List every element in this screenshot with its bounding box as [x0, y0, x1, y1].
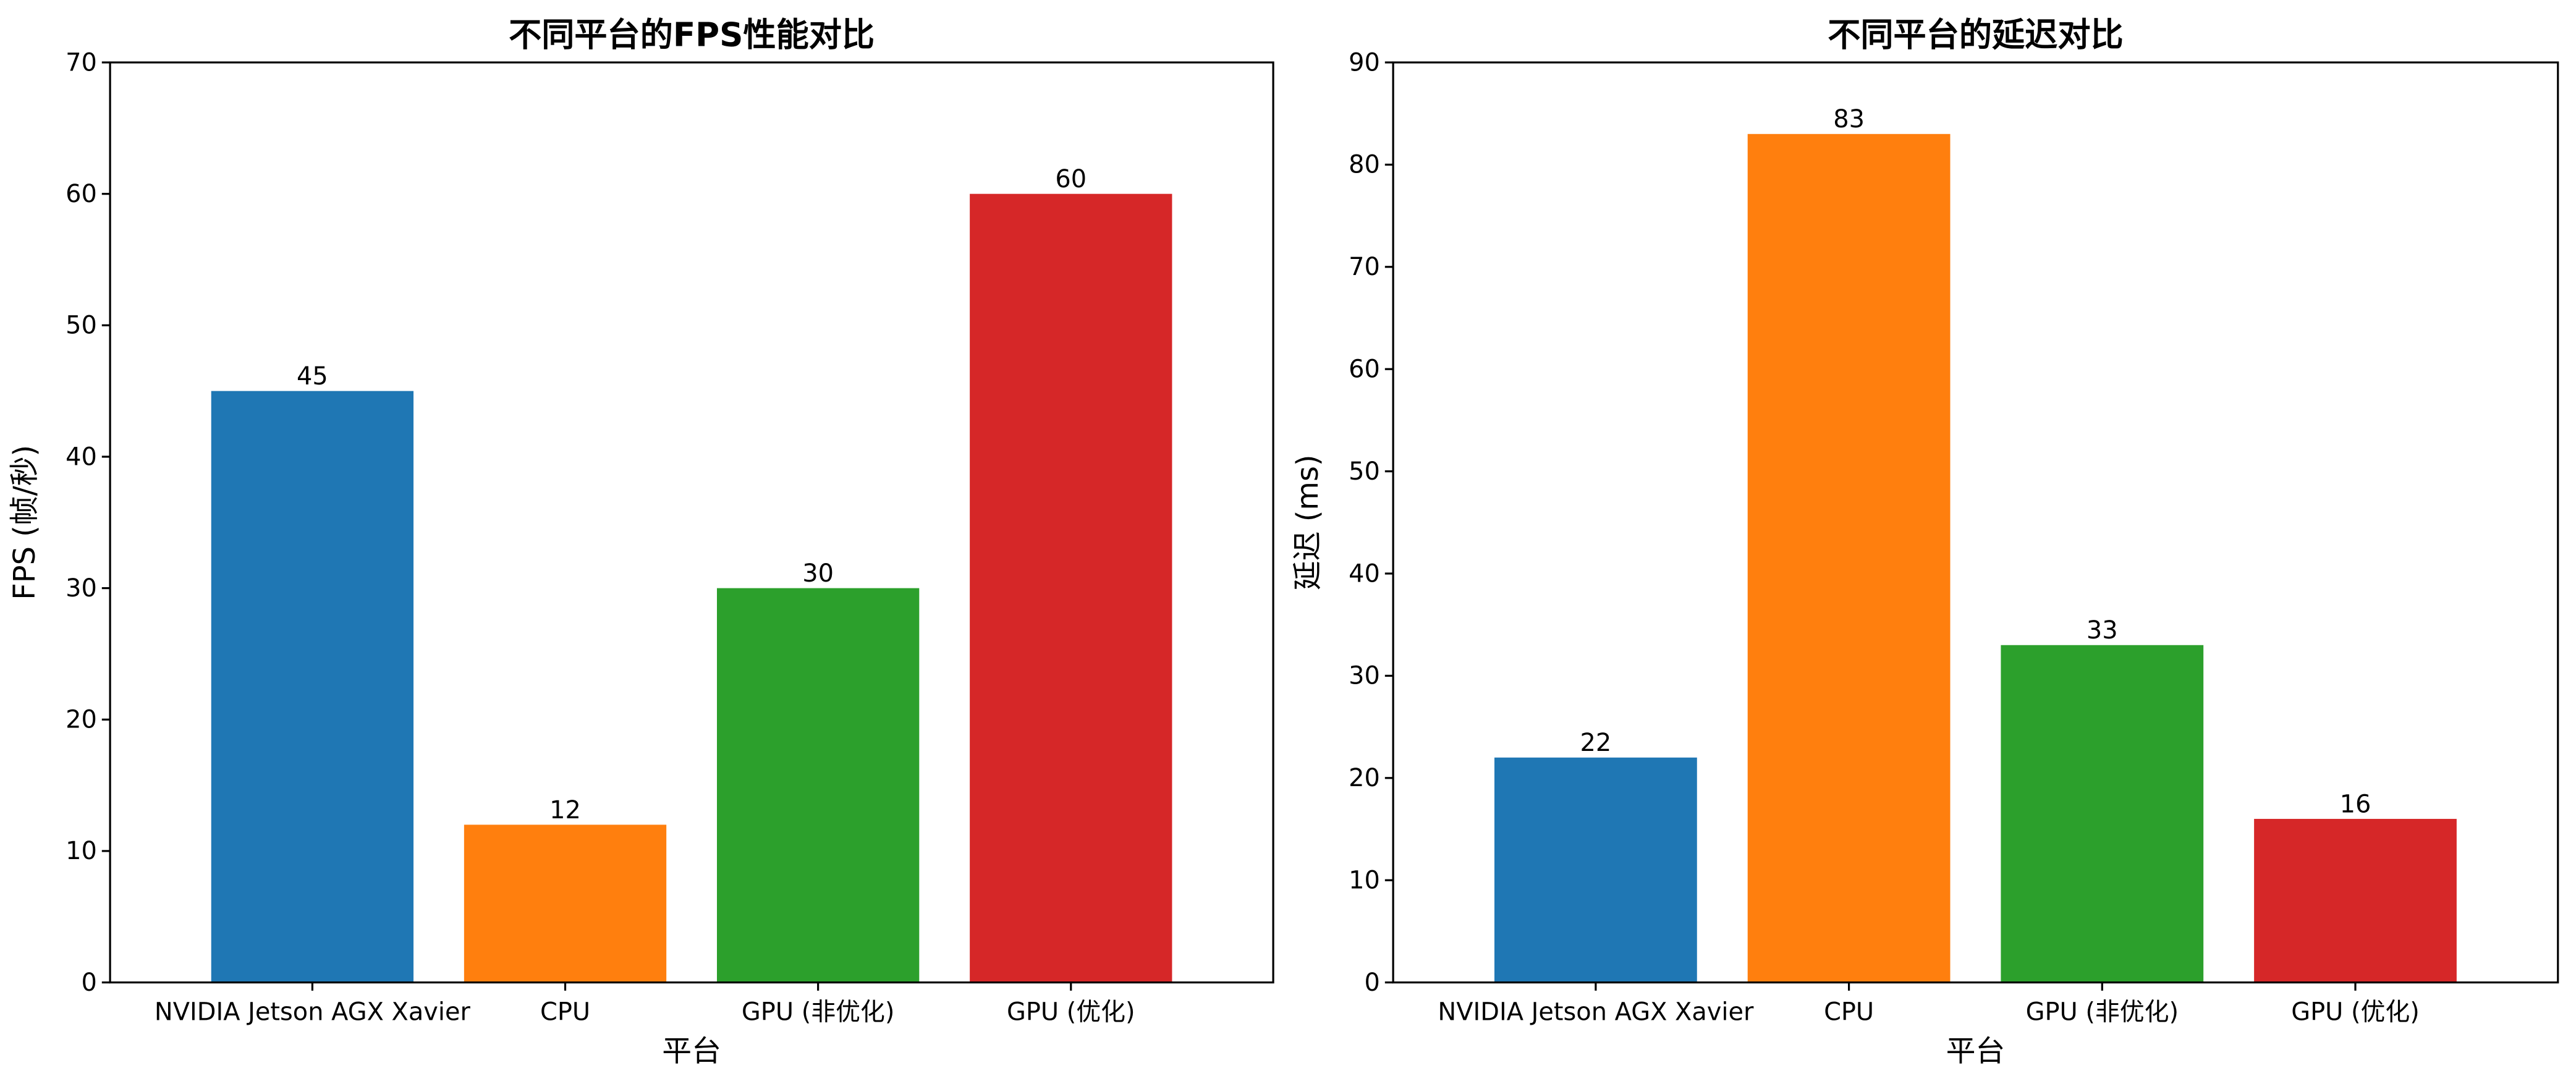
bar	[716, 588, 920, 983]
y-tick-label: 20	[66, 706, 97, 734]
y-tick-label: 80	[1349, 151, 1380, 179]
bar	[2001, 645, 2204, 983]
y-tick-label: 0	[1364, 968, 1379, 997]
y-tick-label: 70	[66, 48, 97, 77]
data-label: 12	[549, 796, 581, 824]
bar	[211, 391, 414, 983]
data-label: 60	[1055, 165, 1087, 193]
x-tick-label: NVIDIA Jetson AGX Xavier	[1438, 998, 1754, 1027]
bar	[2254, 818, 2457, 983]
fps-chart: 不同平台的FPS性能对比 平台 FPS (帧/秒) 45 12 30 60 0 10 20 3…	[8, 15, 1274, 1069]
y-tick-label: 50	[1349, 457, 1380, 486]
data-label: 22	[1580, 729, 1612, 757]
x-tick-label: GPU (优化)	[2291, 998, 2420, 1027]
x-axis-label: 平台	[662, 1035, 721, 1069]
chart-title: 不同平台的延迟对比	[1828, 15, 2123, 54]
data-label: 30	[802, 559, 834, 588]
x-tick-label: CPU	[540, 998, 590, 1027]
bar	[1747, 133, 1951, 983]
bar	[464, 824, 667, 983]
y-tick-label: 60	[66, 180, 97, 208]
latency-chart: 不同平台的延迟对比 平台 延迟 (ms) 22 83 33 16 0 10 20 30 40 50…	[1291, 15, 2559, 1069]
data-label: 16	[2340, 790, 2371, 818]
y-tick-label: 10	[66, 837, 97, 865]
y-tick-label: 70	[1349, 253, 1380, 281]
y-tick-label: 30	[66, 574, 97, 603]
y-tick-label: 20	[1349, 764, 1380, 792]
y-axis-label: FPS (帧/秒)	[8, 445, 42, 600]
y-tick-label: 50	[66, 311, 97, 340]
data-label: 83	[1833, 105, 1865, 133]
x-tick-label: GPU (优化)	[1007, 998, 1135, 1027]
y-tick-label: 0	[81, 968, 96, 997]
y-tick-label: 90	[1349, 48, 1380, 77]
y-tick-label: 40	[1349, 559, 1380, 588]
axes-frame	[1392, 61, 2559, 984]
x-axis-label: 平台	[1946, 1035, 2006, 1069]
y-tick-label: 60	[1349, 355, 1380, 383]
y-axis-label: 延迟 (ms)	[1291, 454, 1325, 590]
chart-title: 不同平台的FPS性能对比	[509, 15, 875, 54]
x-tick-label: NVIDIA Jetson AGX Xavier	[155, 998, 471, 1027]
x-tick-label: CPU	[1824, 998, 1874, 1027]
bar	[970, 193, 1172, 983]
axes-frame	[109, 61, 1274, 984]
y-tick-label: 40	[66, 443, 97, 471]
data-label: 33	[2087, 616, 2118, 645]
bar	[1494, 757, 1697, 983]
x-tick-label: GPU (非优化)	[742, 998, 894, 1027]
y-tick-label: 10	[1349, 866, 1380, 894]
x-tick-label: GPU (非优化)	[2026, 998, 2179, 1027]
y-tick-label: 30	[1349, 662, 1380, 690]
data-label: 45	[297, 362, 328, 391]
